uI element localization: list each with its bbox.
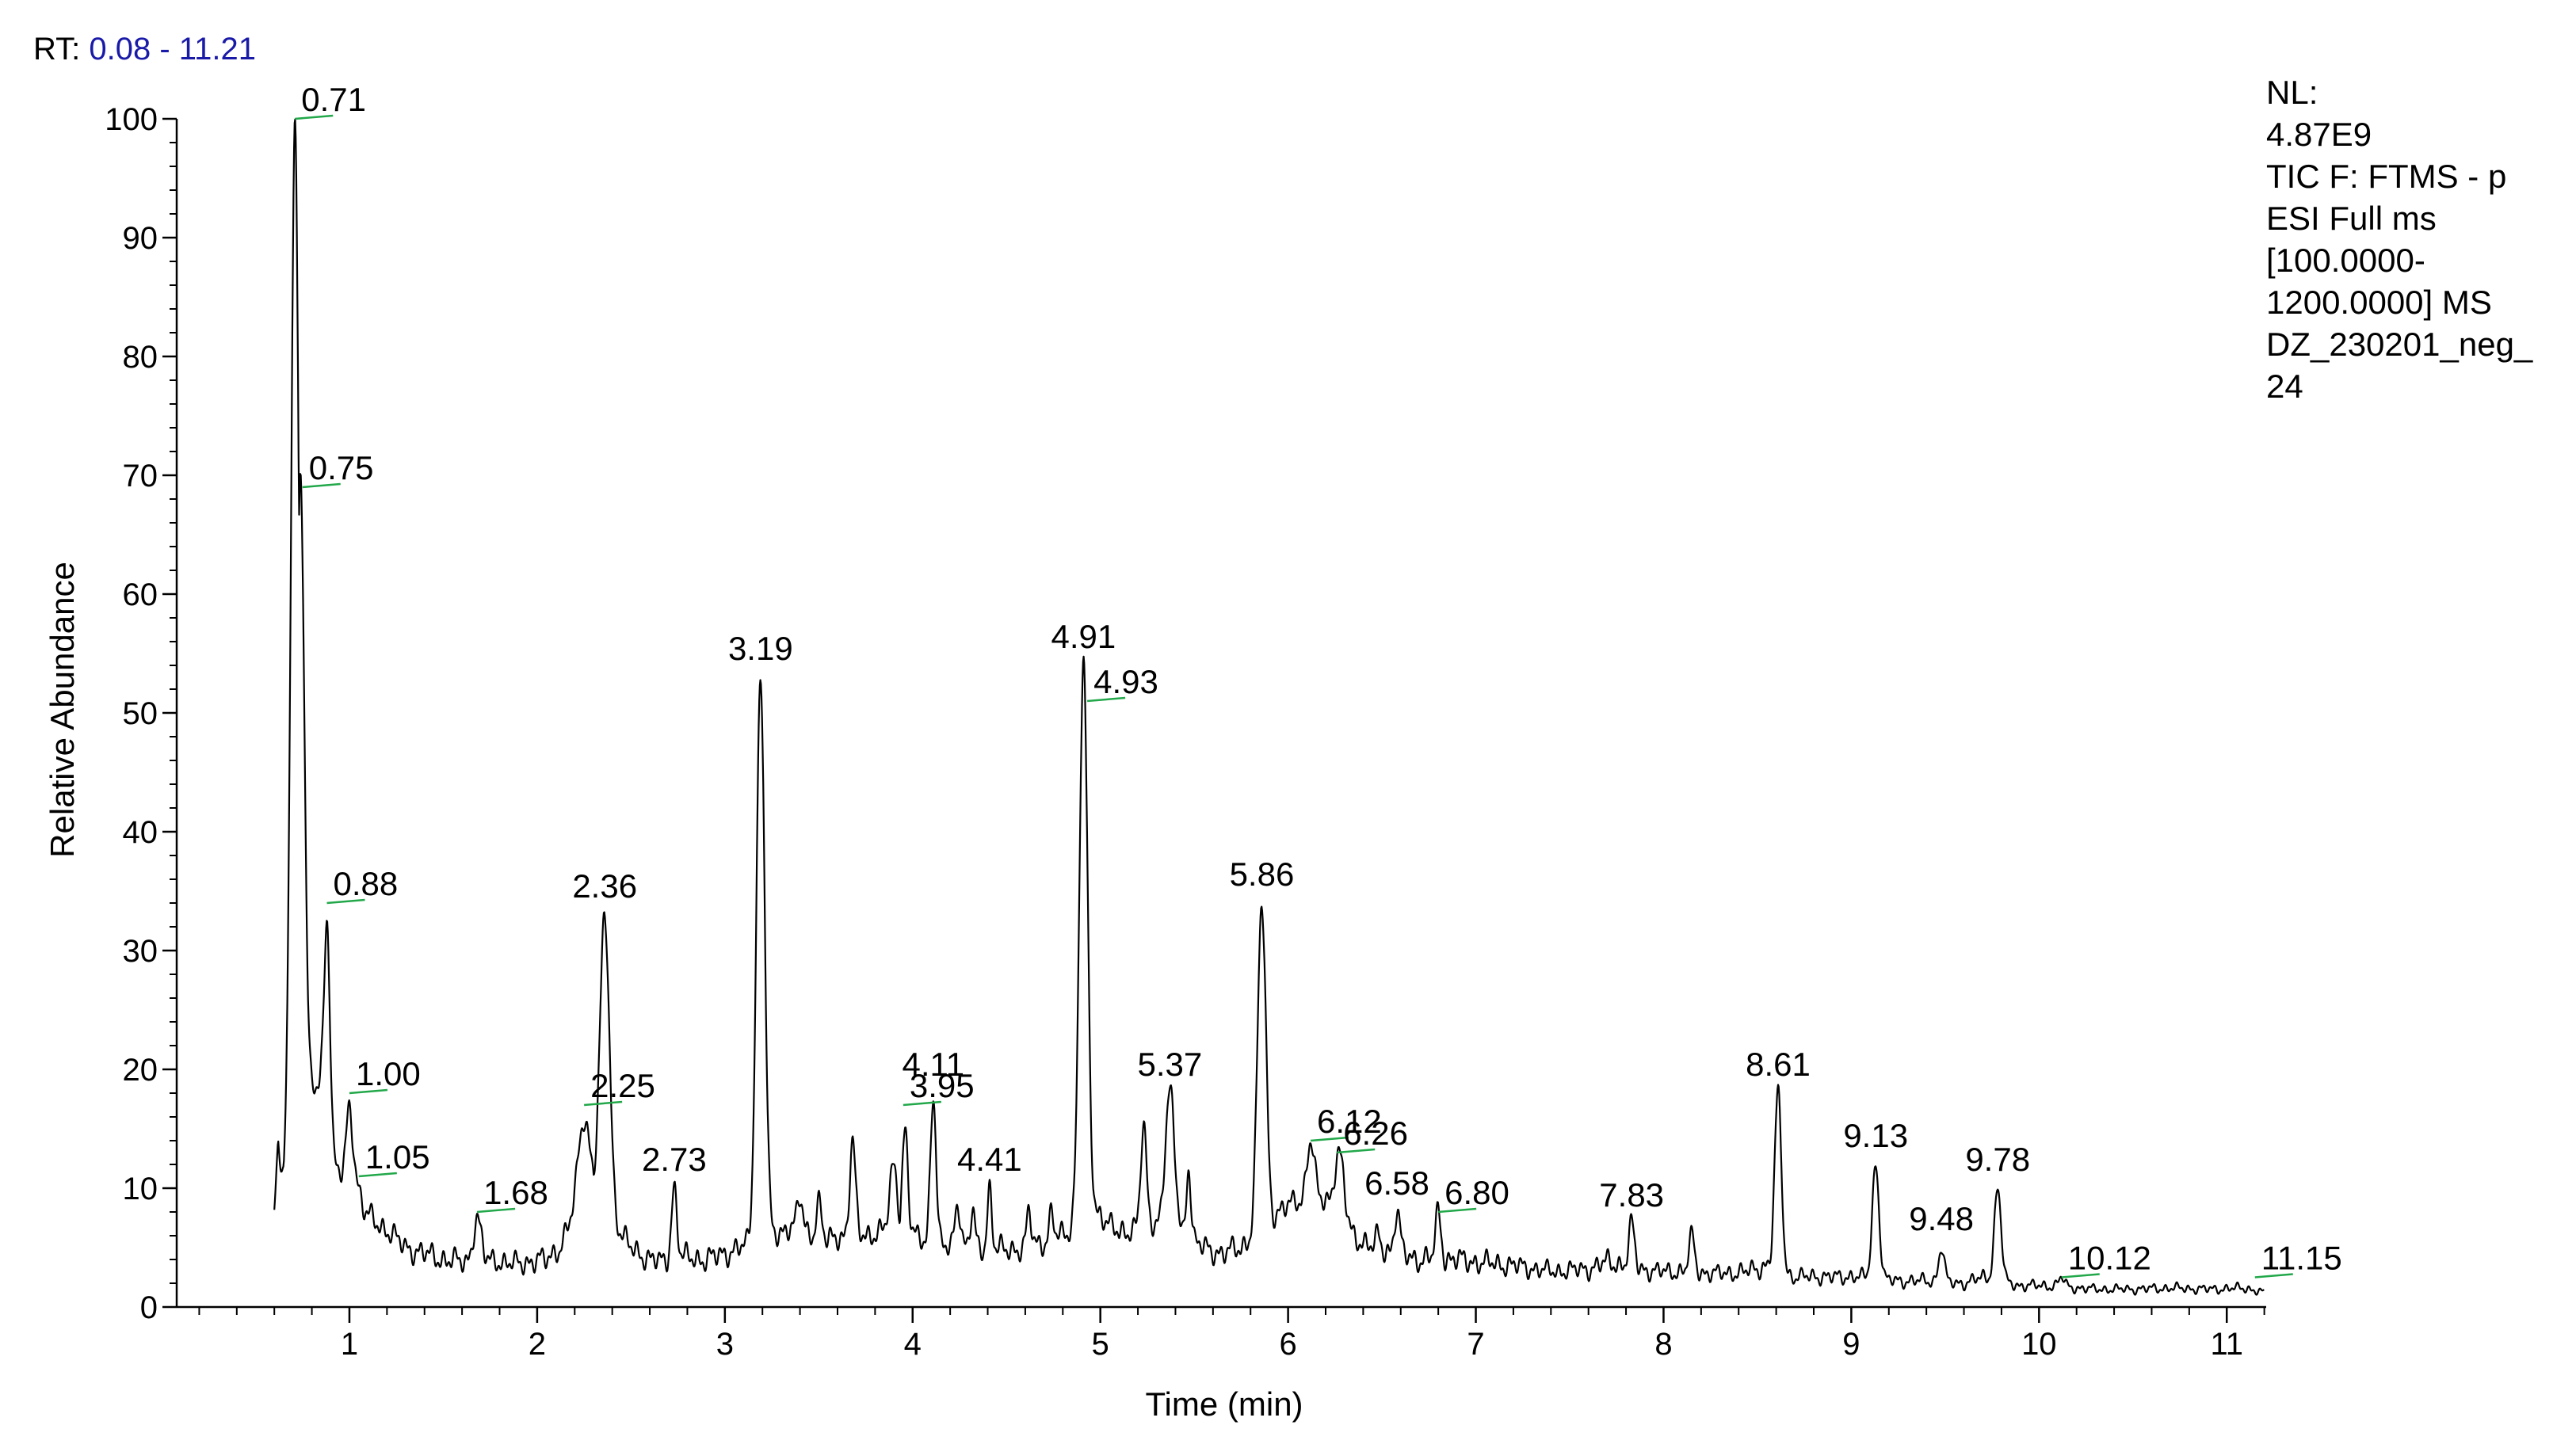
peak-label: 6.58	[1364, 1164, 1429, 1202]
peak-marker	[326, 898, 365, 905]
y-tick-label: 50	[123, 696, 158, 731]
x-tick-label: 10	[2021, 1327, 2057, 1362]
y-tick-label: 70	[123, 459, 158, 493]
axes	[175, 119, 2266, 1309]
peak-label: 7.83	[1599, 1176, 1664, 1214]
x-axis-label: Time (min)	[1145, 1385, 1303, 1423]
peak-label: 10.12	[2068, 1240, 2151, 1277]
peak-label: 0.71	[301, 81, 366, 118]
peak-marker	[1310, 1136, 1349, 1142]
peak-label: 4.93	[1093, 663, 1158, 700]
x-tick-label: 3	[716, 1327, 734, 1362]
peak-label: 5.37	[1137, 1046, 1202, 1083]
peak-label: 6.80	[1444, 1174, 1509, 1211]
y-tick-label: 60	[123, 577, 158, 612]
peak-label: 11.15	[2261, 1240, 2342, 1277]
peak-marker	[2254, 1273, 2293, 1278]
peak-label: 9.78	[1965, 1141, 2030, 1178]
peak-label: 0.75	[309, 449, 374, 486]
peak-label: 3.95	[910, 1067, 975, 1104]
x-tick-label: 9	[1842, 1327, 1860, 1362]
x-tick-label: 7	[1467, 1327, 1484, 1362]
peak-label: 1.05	[365, 1138, 430, 1176]
info-line: ESI Full ms	[2266, 200, 2437, 237]
y-tick-label: 80	[123, 340, 158, 375]
info-line: DZ_230201_neg_	[2266, 326, 2533, 363]
y-tick-label: 20	[123, 1053, 158, 1088]
peak-label: 1.68	[483, 1174, 548, 1211]
peak-marker	[295, 114, 334, 120]
info-line: 24	[2266, 368, 2303, 405]
x-tick-label: 6	[1279, 1327, 1296, 1362]
x-tick-label: 8	[1654, 1327, 1672, 1362]
scan-info-block: NL: 4.87E9 TIC F: FTMS - p ESI Full ms […	[2266, 71, 2532, 407]
y-tick-label: 100	[105, 102, 158, 137]
peak-label: 4.41	[957, 1141, 1022, 1178]
peak-labels: 0.71 0.75 0.88 1.00 1.05 1.68 2.25 2.36 2.73 3.19…	[295, 81, 2342, 1278]
peak-marker	[476, 1207, 516, 1214]
x-tick-label: 4	[904, 1327, 922, 1362]
ticks: 0 10 20 30 40 50 60 70 80 90 100 1 2 3 4 5 6 7 8 9 10 11	[105, 102, 2265, 1362]
peak-label: 6.26	[1343, 1115, 1408, 1152]
rt-range-value: 0.08 - 11.21	[89, 32, 256, 67]
y-axis-label: Relative Abundance	[44, 562, 81, 858]
x-tick-label: 2	[529, 1327, 546, 1362]
rt-range-header: RT: 0.08 - 11.21	[33, 32, 256, 67]
peak-marker	[1438, 1207, 1477, 1214]
peak-marker	[302, 482, 341, 489]
info-line: 4.87E9	[2266, 116, 2372, 153]
x-tick-label: 5	[1092, 1327, 1109, 1362]
peak-label: 2.25	[590, 1067, 655, 1104]
info-line: 1200.0000] MS	[2266, 284, 2492, 321]
peak-marker	[2061, 1273, 2100, 1278]
y-tick-label: 0	[140, 1290, 158, 1325]
x-tick-label: 1	[341, 1327, 358, 1362]
peak-label: 2.73	[642, 1141, 707, 1178]
peak-marker	[358, 1172, 397, 1178]
peak-label: 4.91	[1051, 618, 1116, 655]
y-tick-label: 40	[123, 815, 158, 850]
tic-trace	[273, 118, 2265, 1296]
peak-label: 0.88	[334, 865, 399, 902]
y-tick-label: 90	[123, 221, 158, 256]
peak-marker	[349, 1088, 388, 1095]
peak-marker	[584, 1100, 623, 1107]
peak-marker	[1086, 696, 1126, 703]
peak-label: 3.19	[728, 630, 793, 667]
peak-marker	[1337, 1148, 1376, 1154]
peak-label: 9.13	[1843, 1117, 1908, 1154]
info-line: TIC F: FTMS - p	[2266, 158, 2507, 195]
peak-label: 4.11	[902, 1046, 964, 1083]
peak-label: 2.36	[572, 867, 637, 905]
info-line: NL:	[2266, 74, 2318, 111]
x-tick-label: 11	[2210, 1327, 2243, 1362]
peak-label: 1.00	[356, 1055, 421, 1092]
y-tick-label: 30	[123, 934, 158, 969]
info-line: [100.0000-	[2266, 242, 2425, 279]
peak-label: 6.12	[1317, 1103, 1382, 1140]
y-tick-label: 10	[123, 1172, 158, 1206]
peak-label: 5.86	[1230, 855, 1295, 893]
peak-marker	[903, 1100, 942, 1107]
rt-prefix: RT:	[33, 32, 81, 67]
peak-label: 8.61	[1746, 1046, 1811, 1083]
peak-label: 9.48	[1909, 1200, 1974, 1237]
